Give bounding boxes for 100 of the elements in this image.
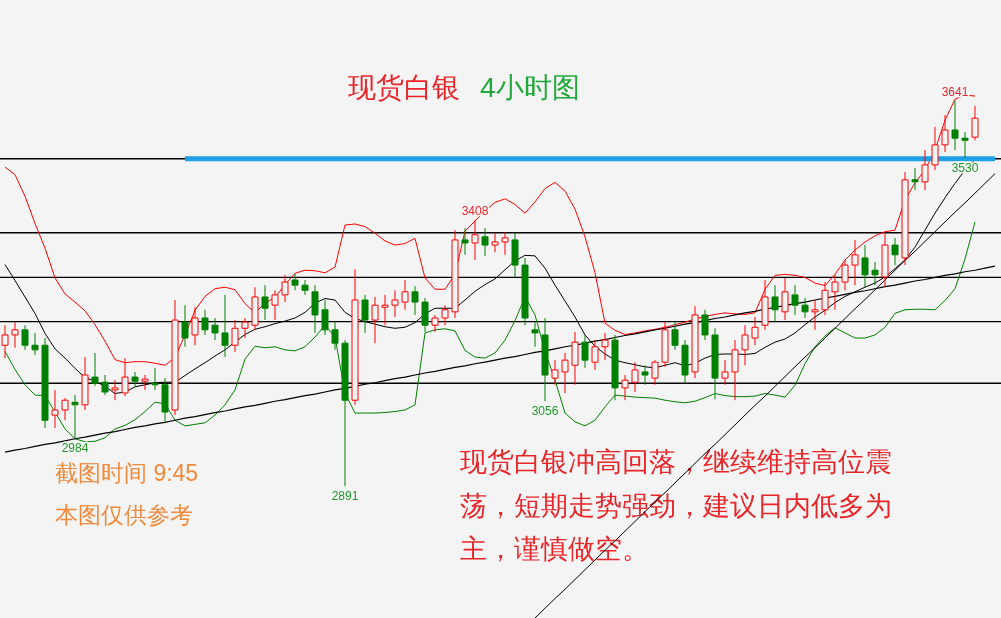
candlestick xyxy=(681,339,689,383)
candlestick xyxy=(851,239,859,286)
candlestick xyxy=(871,261,879,286)
candlestick xyxy=(711,327,719,400)
candlestick xyxy=(821,281,829,316)
candlestick xyxy=(41,337,49,429)
candlestick xyxy=(381,294,389,326)
candlestick xyxy=(621,374,629,401)
candlestick xyxy=(881,232,889,288)
candlestick xyxy=(441,304,449,326)
annotation: 3641 xyxy=(941,84,969,99)
annotation: 2891 xyxy=(331,489,359,503)
candlestick xyxy=(731,339,739,401)
candlestick xyxy=(651,359,659,386)
text: 本图仅供参考 xyxy=(55,502,193,528)
candlestick xyxy=(491,232,499,253)
candlestick xyxy=(271,289,279,321)
candlestick xyxy=(431,314,439,333)
candlestick xyxy=(531,321,539,348)
candlestick xyxy=(941,114,949,153)
candlestick xyxy=(541,317,549,402)
candlestick xyxy=(31,332,39,356)
candlestick xyxy=(301,279,309,296)
candlestick xyxy=(291,273,299,291)
candlestick xyxy=(791,284,799,316)
candlestick xyxy=(611,334,619,401)
candlestick xyxy=(801,297,809,319)
candlestick xyxy=(811,299,819,331)
candlestick xyxy=(61,397,69,421)
candlestick xyxy=(841,259,849,291)
candlestick xyxy=(521,257,529,326)
candlestick xyxy=(561,352,569,394)
candlestick xyxy=(921,149,929,191)
candlestick xyxy=(91,352,99,387)
candlestick xyxy=(161,377,169,423)
candlestick xyxy=(361,294,369,334)
candlestick xyxy=(551,359,559,386)
candlestick xyxy=(571,331,579,386)
candlestick xyxy=(771,284,779,323)
candlestick xyxy=(151,367,159,391)
candlestick xyxy=(351,268,359,406)
candlestick xyxy=(891,237,899,266)
candlestick xyxy=(671,321,679,351)
candlestick xyxy=(861,244,869,288)
candlestick xyxy=(231,319,239,353)
candlestick xyxy=(911,167,919,191)
candlestick xyxy=(581,334,589,369)
candlestick xyxy=(21,324,29,351)
candlestick xyxy=(931,126,939,171)
candlestick xyxy=(751,316,759,346)
candlestick xyxy=(1,324,9,359)
candlestick xyxy=(631,361,639,393)
candlestick xyxy=(461,227,469,256)
candlestick xyxy=(81,356,89,411)
candlestick xyxy=(701,309,709,341)
candlestick xyxy=(421,297,429,333)
candlestick xyxy=(961,131,969,159)
candlestick xyxy=(241,317,249,339)
candlestick xyxy=(761,279,769,331)
candlestick xyxy=(951,100,959,151)
candlestick xyxy=(141,374,149,391)
candlestick xyxy=(331,321,339,351)
candlestick xyxy=(191,306,199,346)
candlestick xyxy=(11,321,19,349)
annotation: 截图时间 9:45 xyxy=(55,460,199,486)
candlestick xyxy=(591,339,599,371)
candlestick xyxy=(101,374,109,396)
candlestick xyxy=(391,289,399,318)
candlestick xyxy=(371,296,379,344)
candlestick xyxy=(741,324,749,366)
candlestick xyxy=(511,232,519,278)
candlestick xyxy=(201,309,209,336)
candlestick xyxy=(411,285,419,316)
candlestick xyxy=(501,231,509,256)
candlestick xyxy=(311,284,319,334)
candlestick xyxy=(181,304,189,348)
candlestick xyxy=(901,171,909,266)
annotation: 3056 xyxy=(531,404,559,419)
candlestick xyxy=(831,274,839,311)
candlestick xyxy=(51,389,59,429)
candlestick xyxy=(451,229,459,319)
candlestick xyxy=(221,294,229,358)
candlestick xyxy=(721,359,729,386)
candlestick xyxy=(131,371,139,388)
candlestick xyxy=(481,227,489,257)
candlestick xyxy=(211,317,219,341)
candlestick xyxy=(281,274,289,303)
chart-title: 现货白银 xyxy=(348,72,460,103)
candlestick xyxy=(781,277,789,321)
candlestick xyxy=(641,364,649,386)
candlestick xyxy=(251,286,259,331)
candlestick xyxy=(321,299,329,336)
candlestick xyxy=(401,279,409,311)
candlestick xyxy=(971,105,979,141)
annotation: 2984 xyxy=(61,441,89,456)
candlestick xyxy=(111,379,119,401)
candlestick xyxy=(71,394,79,439)
candlestick xyxy=(601,332,609,361)
candlestick xyxy=(261,284,269,321)
chart-subtitle: 4小时图 xyxy=(480,72,580,103)
